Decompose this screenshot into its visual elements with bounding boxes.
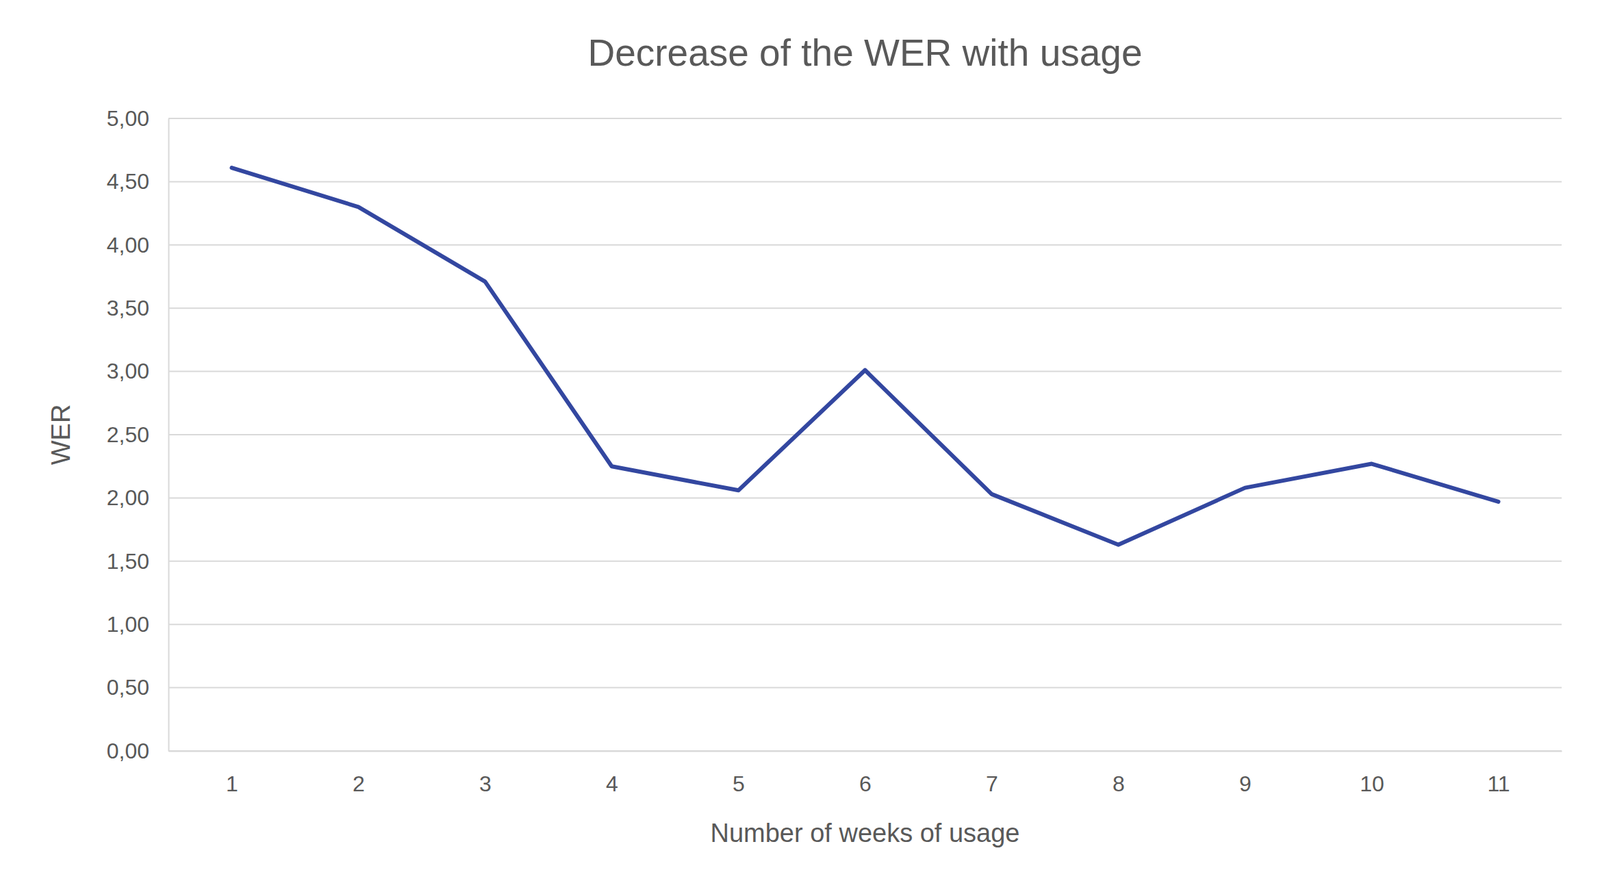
- x-axis-line: [169, 751, 1563, 753]
- x-tick-label: 3: [479, 771, 492, 797]
- y-tick: 2,50: [106, 422, 169, 448]
- y-axis: 0,00 0,50 1,00 1,50 2,00 2,50 3,00 3,50 4,00 4,50…: [106, 106, 170, 764]
- y-tick: 0,00: [106, 738, 169, 764]
- y-tick: 1,50: [106, 549, 169, 574]
- grid-line: [168, 434, 1562, 436]
- y-tick-label: 3,00: [106, 358, 150, 384]
- y-tick-label: 1,00: [106, 612, 150, 637]
- grid-line: [168, 560, 1562, 563]
- grid-line: [168, 307, 1562, 309]
- y-tick: 5,00: [106, 106, 169, 131]
- y-tick-label: 4,50: [106, 169, 150, 194]
- grid-line: [168, 623, 1562, 626]
- x-tick-label: 9: [1239, 771, 1252, 797]
- line: [232, 167, 1499, 545]
- y-tick-label: 0,50: [106, 675, 150, 700]
- x-tick: 10: [1359, 751, 1385, 797]
- grid-line: [168, 180, 1562, 183]
- x-tick: 9: [1239, 751, 1252, 797]
- grid-line: [168, 497, 1562, 499]
- x-tick-label: 1: [225, 771, 239, 797]
- title: Decrease of the WER with usage: [587, 31, 1142, 74]
- x-tick: 6: [859, 751, 872, 797]
- chart: 0,00 0,50 1,00 1,50 2,00 2,50 3,00 3,50 4,00 4,50…: [0, 0, 1600, 894]
- x-tick-label: 2: [352, 771, 365, 797]
- x-tick: 7: [985, 751, 999, 797]
- series: [232, 167, 1499, 545]
- y-tick-label: 3,50: [106, 295, 150, 321]
- x-tick-label: 10: [1359, 771, 1385, 797]
- y-tick: 1,00: [106, 612, 169, 637]
- y-tick: 3,00: [106, 358, 169, 384]
- y-tick-label: 5,00: [106, 106, 150, 131]
- x-tick: 5: [732, 751, 745, 797]
- y-axis-line: [168, 119, 170, 752]
- x-tick-label: 5: [732, 771, 745, 797]
- grid-line: [168, 750, 1562, 752]
- grid-line: [168, 244, 1562, 246]
- y-tick: 0,50: [106, 675, 169, 700]
- grid-line: [168, 687, 1562, 689]
- y-tick-label: 2,00: [106, 485, 150, 511]
- grid: [168, 118, 1562, 752]
- x-tick-label: 11: [1487, 771, 1510, 797]
- x-axis: 1 2 3 4 5 6 7 8 9 10 11: [169, 751, 1563, 797]
- x-tick: 8: [1112, 751, 1125, 797]
- plot-area: 0,00 0,50 1,00 1,50 2,00 2,50 3,00 3,50 4,00 4,50…: [106, 106, 1563, 797]
- y-tick: 3,50: [106, 295, 169, 321]
- x-tick: 3: [479, 751, 492, 797]
- y-tick-label: 4,00: [106, 232, 150, 258]
- grid-line: [168, 117, 1562, 120]
- x-tick: 2: [352, 751, 365, 797]
- x-axis-title: Number of weeks of usage: [709, 818, 1020, 848]
- y-tick-label: 1,50: [106, 549, 150, 574]
- y-tick: 2,00: [106, 485, 169, 511]
- x-tick: 1: [225, 751, 239, 797]
- y-axis-title: WER: [46, 404, 76, 466]
- y-tick-label: 2,50: [106, 422, 150, 448]
- y-tick-label: 0,00: [106, 738, 150, 764]
- x-tick-label: 4: [605, 771, 619, 797]
- x-tick: 11: [1487, 751, 1510, 797]
- x-tick-label: 6: [859, 771, 872, 797]
- x-tick-label: 8: [1112, 771, 1125, 797]
- x-tick: 4: [605, 751, 619, 797]
- x-tick-label: 7: [985, 771, 999, 797]
- y-tick: 4,00: [106, 232, 169, 258]
- y-tick: 4,50: [106, 169, 169, 194]
